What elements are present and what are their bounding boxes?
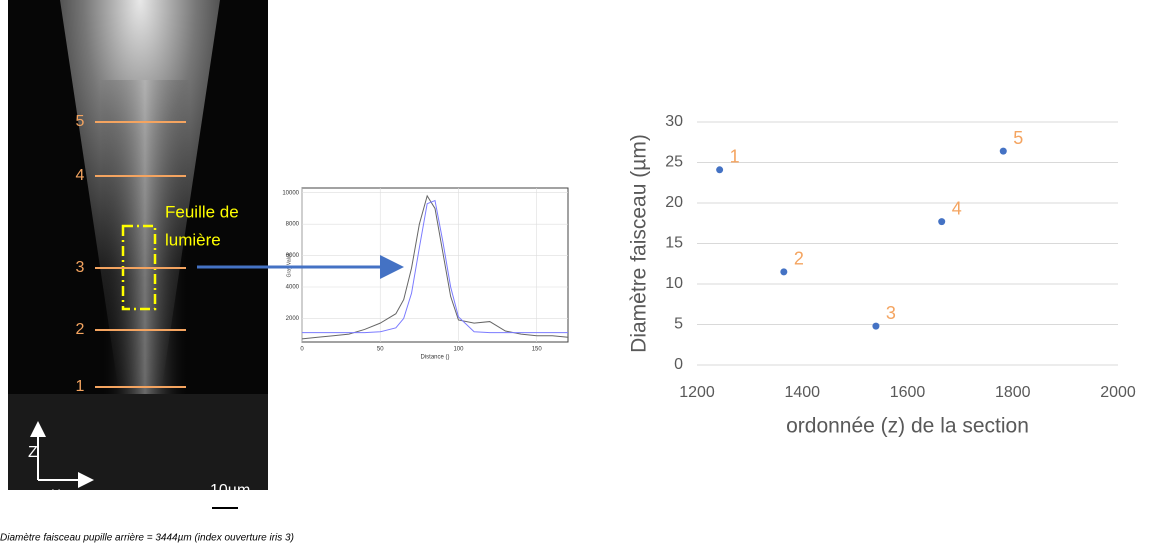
- axis-z-label: Z: [28, 444, 38, 461]
- point-label: 4: [952, 198, 962, 218]
- y-tick-label: 0: [674, 356, 683, 373]
- point: [872, 322, 880, 330]
- x-tick-label: 1800: [995, 384, 1031, 401]
- profile-inset: 2000 4000 6000 8000 10000 0 50 100 150 Distance (…: [282, 187, 569, 361]
- point-label: 1: [730, 147, 740, 167]
- annotation: lumière: [165, 230, 221, 249]
- y-tick-label: 8000: [286, 222, 300, 228]
- x-tick-label: 1600: [890, 384, 926, 401]
- x-axis-title: Distance (): [420, 355, 449, 361]
- section-label: 2: [76, 321, 85, 338]
- x-tick-label: 1400: [784, 384, 820, 401]
- microscopy-image: Z y 10µm Feuille de lumière: [8, 0, 268, 509]
- axis-y-label: y: [52, 485, 60, 502]
- caption: Diamètre faisceau pupille arrière = 3444…: [0, 533, 294, 544]
- point-label: 2: [794, 249, 804, 269]
- x-tick-label: 0: [300, 347, 304, 353]
- x-tick-label: 50: [377, 347, 384, 353]
- y-axis-title: Gray Value: [286, 252, 292, 277]
- section-label: 4: [76, 167, 85, 184]
- point: [999, 147, 1007, 155]
- y-tick-label: 30: [665, 113, 683, 130]
- x-tick-label: 1200: [679, 384, 715, 401]
- x-tick-label: 100: [453, 347, 464, 353]
- x-axis-title: ordonnée (z) de la section: [786, 415, 1029, 438]
- annotation: Feuille de: [165, 202, 239, 221]
- x-tick-label: 150: [532, 347, 543, 353]
- y-tick-label: 2000: [286, 316, 300, 322]
- y-tick-label: 25: [665, 154, 683, 171]
- section-label: 1: [76, 378, 85, 395]
- x-tick-label: 2000: [1100, 384, 1136, 401]
- y-tick-label: 5: [674, 316, 683, 333]
- scale-bar-label: 10µm: [210, 482, 250, 499]
- point-label: 3: [886, 303, 896, 323]
- point-label: 5: [1013, 128, 1023, 148]
- point: [780, 268, 788, 276]
- profile-line: [302, 199, 568, 334]
- y-axis-title: Diamètre faisceau (µm): [628, 134, 651, 353]
- plot-frame: [301, 187, 569, 343]
- point: [716, 166, 724, 174]
- y-tick-label: 4000: [286, 285, 300, 291]
- section-label: 3: [76, 259, 85, 276]
- y-tick-label: 20: [665, 194, 683, 211]
- y-tick-label: 15: [665, 235, 683, 252]
- y-tick-label: 10000: [282, 190, 299, 196]
- y-tick-label: 10: [665, 275, 683, 292]
- point: [938, 218, 946, 226]
- section-label: 5: [76, 113, 85, 130]
- y-tick-label: 6000: [286, 253, 300, 259]
